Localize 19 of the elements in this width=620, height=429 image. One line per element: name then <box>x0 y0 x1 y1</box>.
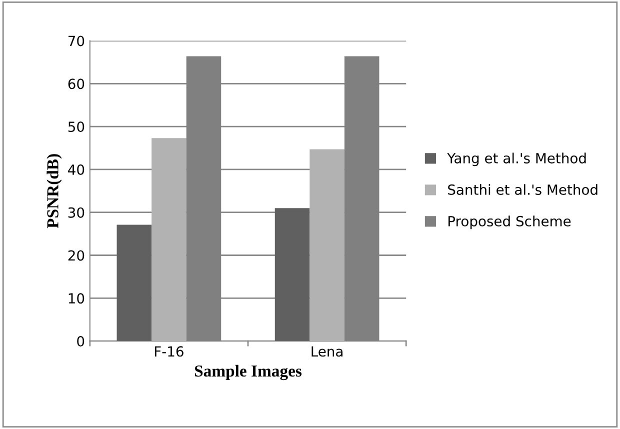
y-tick-label: 40 <box>68 164 84 175</box>
y-tick-label: 10 <box>68 293 84 304</box>
y-tick-label: 0 <box>77 336 84 347</box>
x-tick-label: Lena <box>312 346 342 357</box>
bar <box>310 149 344 342</box>
y-axis-title: PSNR(dB) <box>46 154 62 228</box>
bar <box>116 224 152 342</box>
y-tick-label: 60 <box>68 78 84 90</box>
y-tick-label: 20 <box>68 250 84 261</box>
legend-label: Proposed Scheme <box>448 216 571 230</box>
x-tick-label: F-16 <box>154 346 184 357</box>
legend-label: Yang et al.'s Method <box>447 152 586 166</box>
y-tick-label: 30 <box>68 207 84 218</box>
bar <box>152 138 186 342</box>
x-axis-title: Sample Images <box>194 364 302 380</box>
legend-label: Santhi et al.'s Method <box>448 184 598 195</box>
bar <box>274 208 310 342</box>
y-tick-label: 70 <box>68 36 84 46</box>
y-tick-label: 50 <box>68 122 84 132</box>
